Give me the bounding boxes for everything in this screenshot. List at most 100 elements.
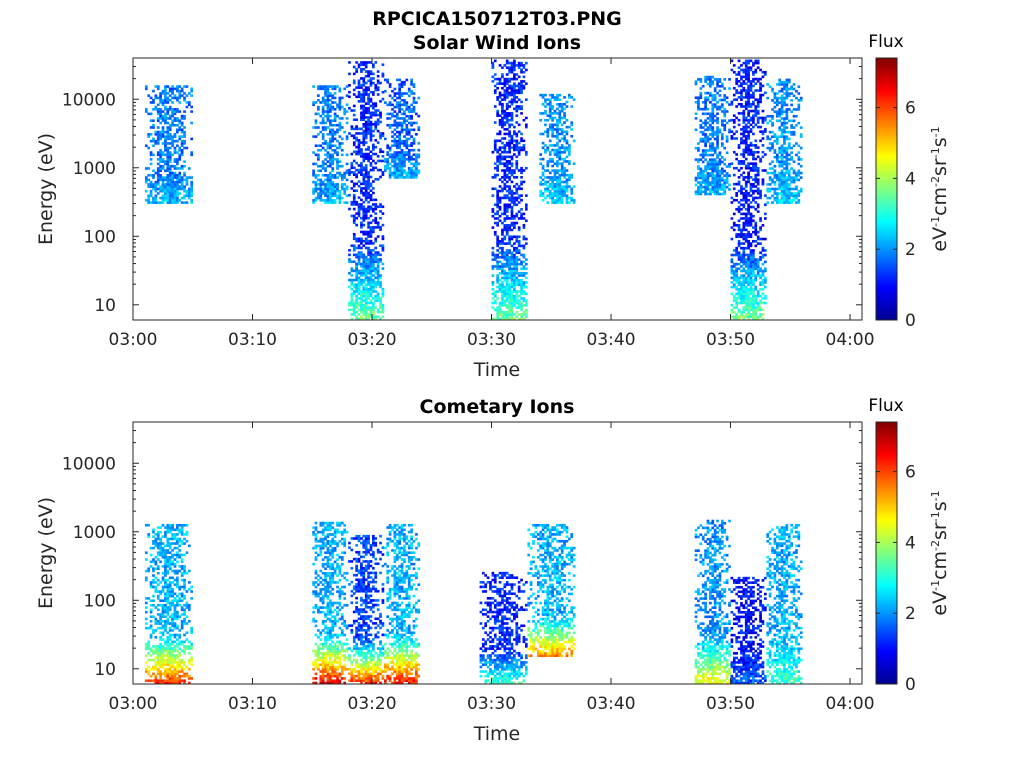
heatmap-cell: [314, 126, 318, 129]
heatmap-cell: [372, 106, 375, 110]
heatmap-cell: [364, 271, 368, 275]
heatmap-cell: [740, 185, 743, 188]
heatmap-cell: [503, 290, 507, 293]
y-tick-label: 10000: [62, 90, 116, 110]
heatmap-cell: [737, 84, 741, 88]
heatmap-cell: [515, 84, 519, 88]
heatmap-cell: [737, 281, 741, 284]
heatmap-cell: [556, 96, 559, 99]
heatmap-cell: [369, 228, 373, 231]
heatmap-cell: [501, 294, 504, 298]
heatmap-cell: [740, 299, 743, 303]
heatmap-cell: [551, 160, 554, 163]
heatmap-cell: [787, 162, 791, 166]
heatmap-cell: [517, 210, 521, 213]
heatmap-cell: [491, 64, 495, 67]
heatmap-cell: [180, 117, 184, 120]
heatmap-cell: [501, 237, 504, 241]
heatmap-cell: [754, 240, 758, 243]
heatmap-cell: [372, 308, 375, 312]
heatmap-cell: [747, 313, 750, 316]
heatmap-cell: [379, 113, 382, 117]
heatmap-cell: [171, 153, 174, 157]
heatmap-cell: [737, 189, 741, 193]
heatmap-cell: [515, 105, 519, 108]
heatmap-cell: [343, 171, 347, 175]
heatmap-cell: [493, 187, 497, 191]
heatmap-cell: [747, 59, 750, 63]
heatmap-cell: [735, 137, 739, 140]
heatmap-cell: [732, 269, 736, 273]
heatmap-cell: [572, 199, 576, 202]
heatmap-cell: [405, 130, 409, 134]
heatmap-cell: [749, 221, 753, 225]
heatmap-cell: [749, 285, 753, 289]
heatmap-cell: [541, 167, 545, 170]
heatmap-cell: [742, 317, 746, 321]
heatmap-cell: [744, 281, 748, 284]
heatmap-cell: [360, 161, 363, 165]
heatmap-cell: [355, 306, 358, 309]
heatmap-cell: [773, 187, 777, 191]
heatmap-cell: [790, 158, 793, 161]
heatmap-cell: [144, 647, 148, 651]
heatmap-cell: [166, 189, 170, 193]
heatmap-cell: [546, 185, 550, 188]
heatmap-cell: [732, 212, 736, 216]
heatmap-cell: [754, 105, 758, 108]
heatmap-cell: [326, 94, 330, 97]
heatmap-cell: [405, 123, 409, 127]
heatmap-cell: [735, 82, 739, 85]
heatmap-cell: [723, 158, 727, 161]
heatmap-cell: [360, 255, 363, 259]
heatmap-cell: [381, 134, 385, 138]
heatmap-cell: [780, 199, 784, 202]
heatmap-cell: [787, 80, 791, 84]
heatmap-cell: [720, 185, 724, 189]
heatmap-cell: [797, 201, 801, 204]
heatmap-cell: [391, 157, 394, 161]
heatmap-cell: [556, 134, 559, 138]
heatmap-cell: [340, 164, 344, 168]
heatmap-cell: [367, 290, 370, 293]
heatmap-cell: [321, 133, 325, 136]
heatmap-cell: [787, 158, 791, 161]
heatmap-cell: [491, 283, 495, 287]
heatmap-cell: [510, 304, 514, 307]
heatmap-cell: [176, 98, 179, 102]
heatmap-cell: [350, 152, 354, 156]
heatmap-cell: [701, 133, 705, 136]
heatmap-cell: [754, 267, 758, 271]
heatmap-cell: [744, 265, 748, 268]
heatmap-cell: [312, 162, 315, 166]
heatmap-cell: [513, 61, 516, 65]
heatmap-cell: [787, 146, 791, 150]
heatmap-cell: [498, 290, 502, 293]
heatmap-cell: [501, 315, 504, 319]
heatmap-cell: [367, 232, 370, 236]
heatmap-cell: [348, 207, 351, 211]
heatmap-cell: [376, 315, 380, 319]
heatmap-cell: [752, 114, 755, 117]
heatmap-cell: [725, 135, 729, 138]
heatmap-cell: [756, 210, 760, 213]
heatmap-cell: [357, 283, 361, 286]
heatmap-cell: [515, 294, 519, 298]
heatmap-cell: [319, 121, 323, 125]
heatmap-cell: [364, 157, 368, 160]
heatmap-cell: [766, 196, 770, 200]
heatmap-cell: [795, 187, 798, 191]
heatmap-cell: [522, 253, 526, 257]
heatmap-cell: [491, 66, 495, 69]
heatmap-cell: [563, 171, 566, 175]
heatmap-cell: [764, 128, 767, 131]
heatmap-cell: [144, 178, 148, 182]
heatmap-cell: [701, 126, 705, 129]
heatmap-cell: [747, 153, 750, 156]
heatmap-cell: [754, 310, 758, 314]
heatmap-cell: [775, 158, 779, 161]
heatmap-cell: [176, 180, 179, 184]
heatmap-cell: [352, 65, 356, 69]
heatmap-cell: [352, 301, 356, 305]
heatmap-cell: [548, 98, 552, 101]
